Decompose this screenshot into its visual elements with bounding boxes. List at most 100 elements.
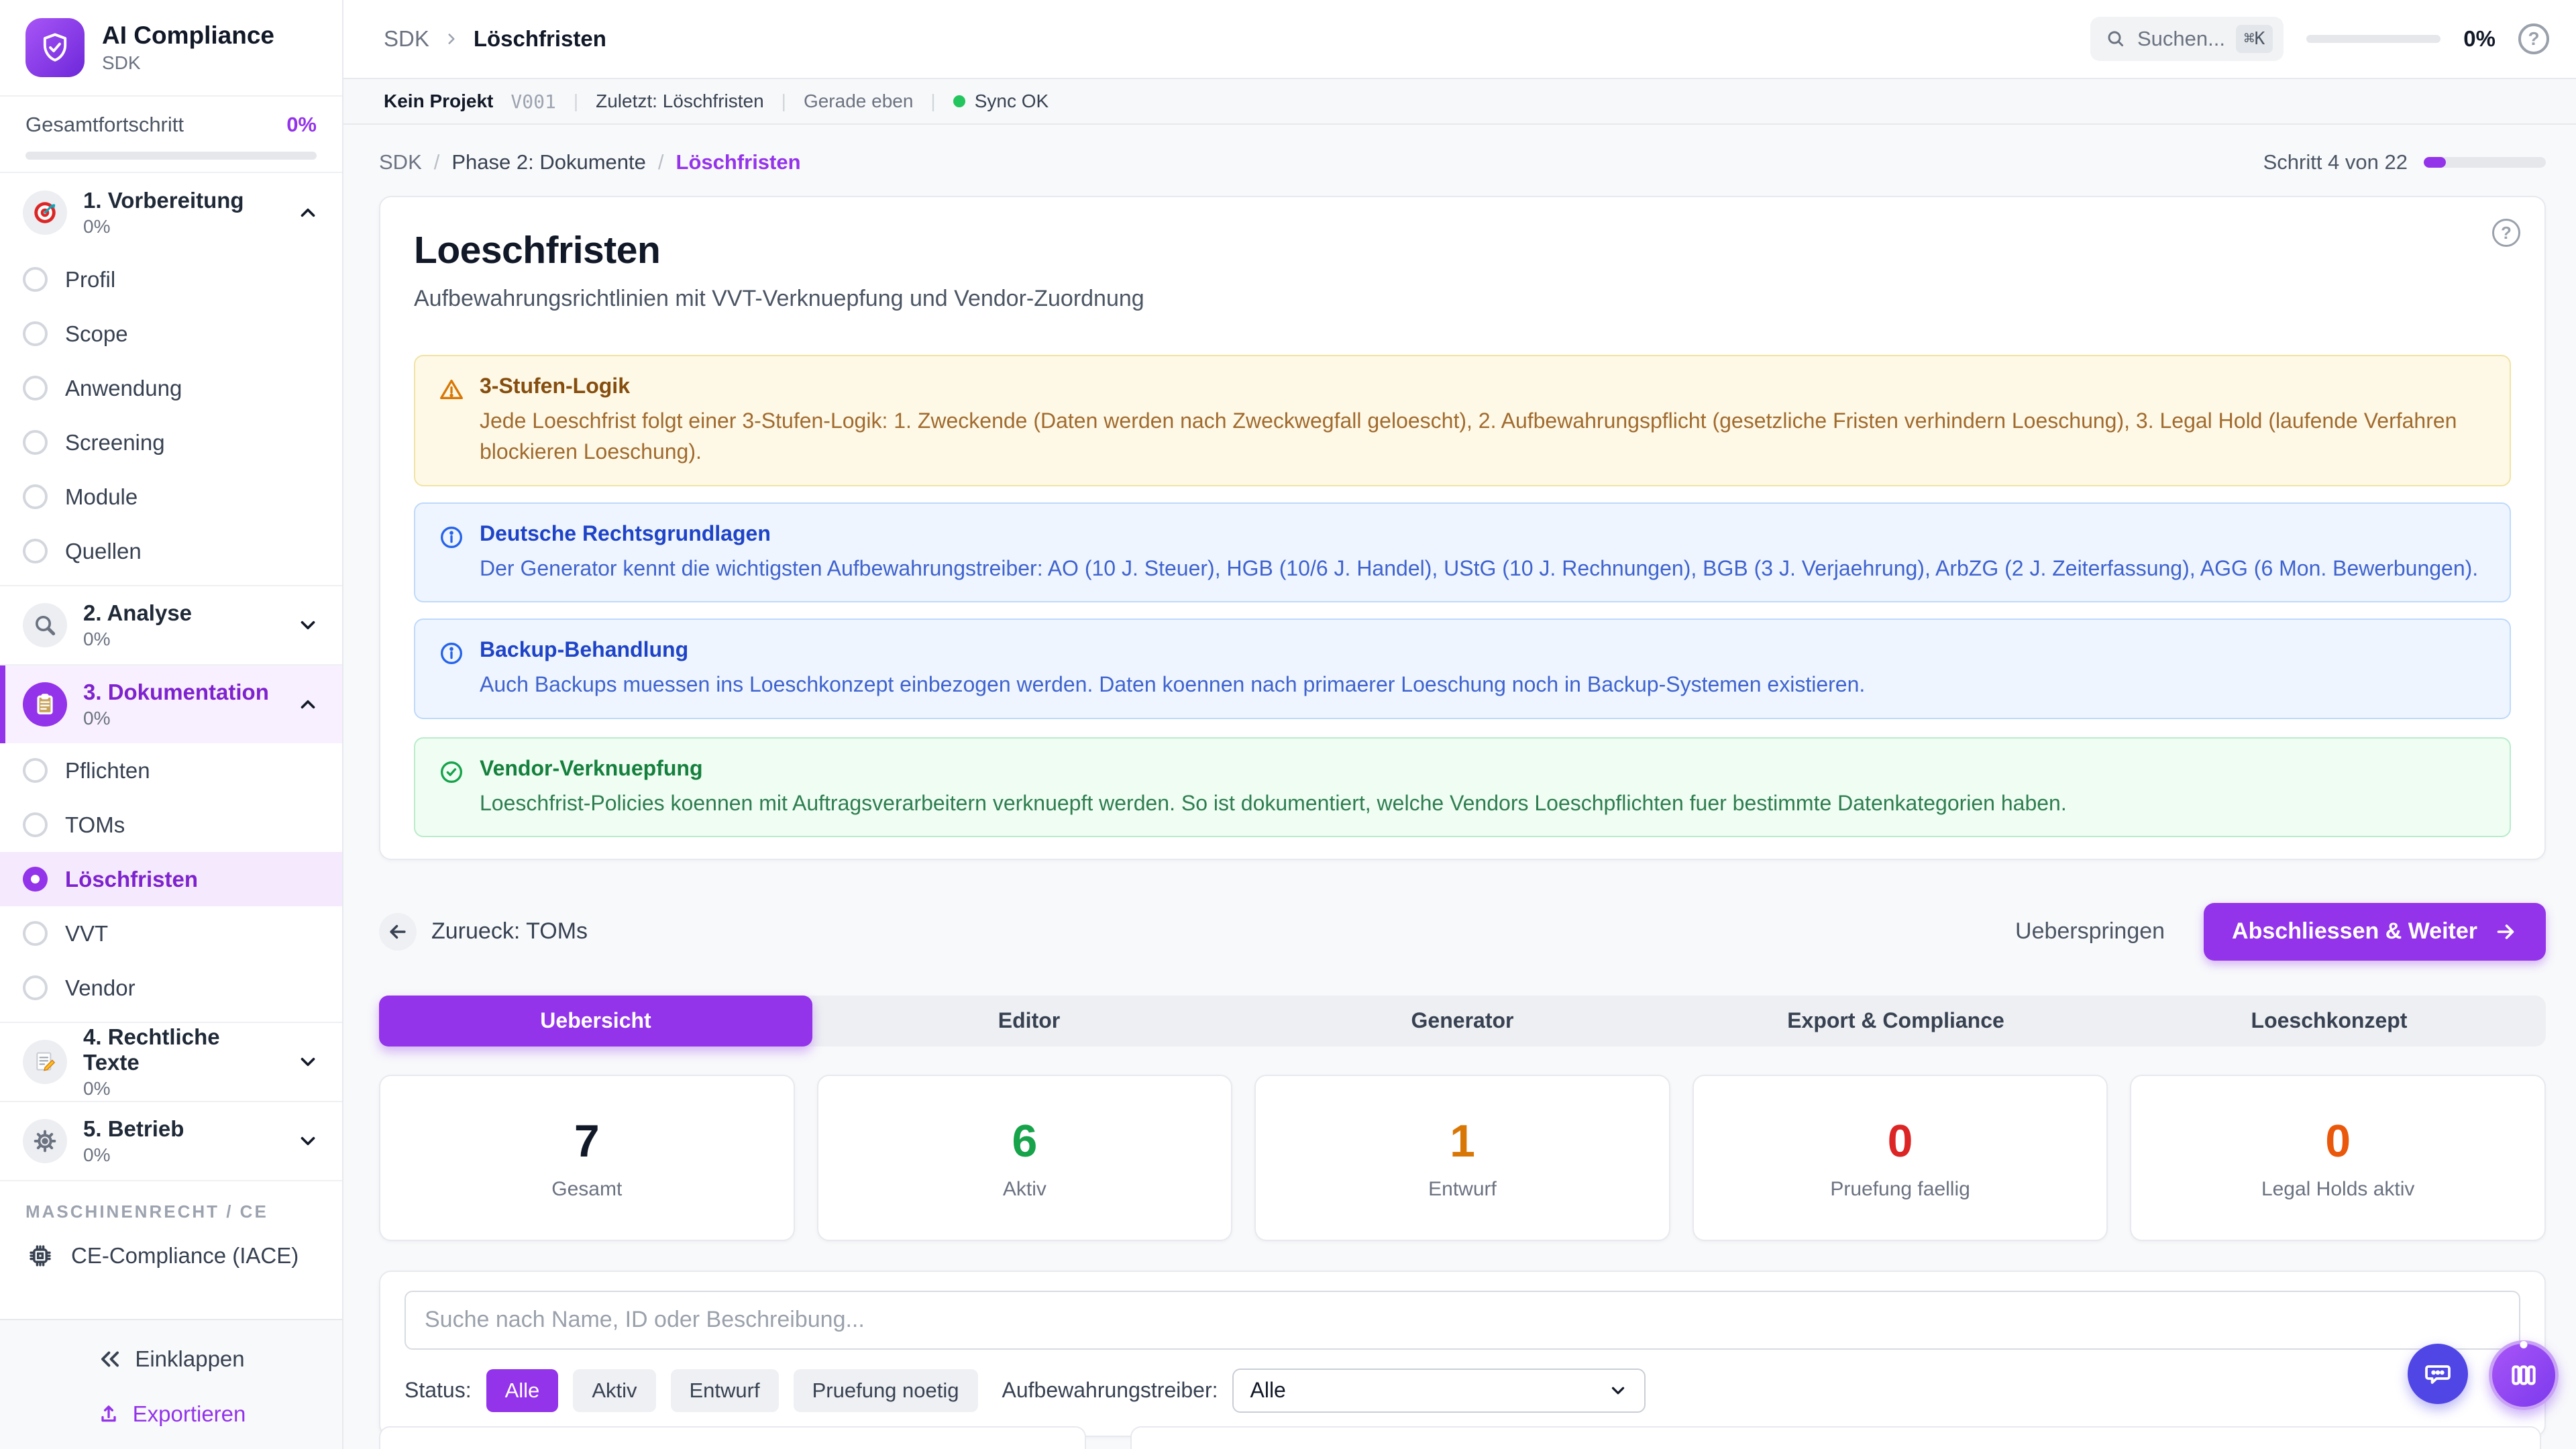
collapse-sidebar-button[interactable]: Einklappen [0, 1338, 342, 1381]
sidebar-item-ce-compliance[interactable]: CE-Compliance (IACE) [0, 1232, 342, 1287]
policy-search-input[interactable] [405, 1290, 2520, 1350]
sidebar-item-scope[interactable]: Scope [0, 307, 342, 361]
stat-value: 1 [1450, 1115, 1475, 1167]
stat-label: Legal Holds aktiv [2261, 1177, 2415, 1200]
status-filter-pruefung-noetig[interactable]: Pruefung noetig [793, 1368, 978, 1412]
page-title: Loeschfristen [414, 229, 661, 272]
card-help-icon[interactable]: ? [2492, 219, 2520, 247]
target-icon [23, 191, 67, 235]
status-filter-aktiv[interactable]: Aktiv [573, 1368, 656, 1412]
section-percent: 0% [83, 629, 111, 649]
chevron-up-icon [301, 700, 315, 709]
app-logo-row: AI Compliance SDK [0, 0, 342, 97]
step-circle-icon [23, 430, 48, 455]
tab-editor[interactable]: Editor [998, 1008, 1061, 1033]
status-filter-alle[interactable]: Alle [486, 1368, 559, 1412]
sidebar-item-anwendung[interactable]: Anwendung [0, 361, 342, 415]
chevron-down-icon [301, 1057, 315, 1067]
sidebar-section-analyse[interactable]: 2. Analyse 0% [0, 585, 342, 664]
select-chevron-icon [1612, 1387, 1625, 1395]
tab-loeschkonzept[interactable]: Loeschkonzept [2251, 1008, 2408, 1033]
sidebar-item-screening[interactable]: Screening [0, 415, 342, 470]
stat-card-entwurf: 1 Entwurf [1254, 1074, 1670, 1241]
breadcrumb-sdk[interactable]: SDK [379, 150, 422, 174]
step-circle-icon [23, 758, 48, 783]
callout-3-stufen-logik: 3-Stufen-Logik Jede Loeschfrist folgt ei… [414, 355, 2511, 486]
stat-card-pruefung-faellig: 0 Pruefung faellig [1692, 1074, 2108, 1241]
chat-assistant-button[interactable] [2408, 1344, 2468, 1404]
sidebar-item-vvt[interactable]: VVT [0, 906, 342, 961]
check-circle-icon [438, 759, 465, 818]
collapse-icon [101, 1351, 119, 1367]
callout-title: Vendor-Verknuepfung [480, 755, 703, 780]
step-circle-icon [23, 267, 48, 292]
tab-export-compliance[interactable]: Export & Compliance [1787, 1008, 2004, 1033]
driver-select[interactable]: Alle [1232, 1368, 1646, 1413]
topbar-progress-value: 0% [2463, 26, 2496, 51]
section-percent: 0% [83, 1078, 111, 1099]
topbar-progress-track [2306, 35, 2441, 43]
stat-label: Aktiv [1002, 1177, 1046, 1200]
skip-button[interactable]: Ueberspringen [2015, 918, 2165, 945]
tab-generator[interactable]: Generator [1411, 1008, 1514, 1033]
warning-triangle-icon [438, 376, 465, 468]
sidebar-section-rechtliche-texte[interactable]: 4. Rechtliche Texte 0% [0, 1022, 342, 1101]
global-search-input[interactable]: Suchen... ⌘K [2090, 17, 2284, 61]
export-button[interactable]: Exportieren [0, 1393, 342, 1436]
stat-label: Entwurf [1428, 1177, 1497, 1200]
topbar-breadcrumb: SDK Löschfristen [384, 26, 606, 52]
complete-next-button[interactable]: Abschliessen & Weiter [2204, 902, 2546, 961]
sidebar-item-profil[interactable]: Profil [0, 252, 342, 307]
sidebar-item-toms[interactable]: TOMs [0, 798, 342, 852]
info-circle-icon [438, 524, 465, 584]
callout-title: Deutsche Rechtsgrundlagen [480, 521, 771, 545]
sidebar-item-quellen[interactable]: Quellen [0, 524, 342, 578]
breadcrumb-phase[interactable]: Phase 2: Dokumente [451, 150, 646, 174]
step-intro-card: Loeschfristen Aufbewahrungsrichtlinien m… [379, 196, 2546, 860]
sidebar-section-vorbereitung[interactable]: 1. Vorbereitung 0% [0, 173, 342, 252]
callout-body: Loeschfrist-Policies koennen mit Auftrag… [480, 790, 2067, 815]
sidebar-item-vendor[interactable]: Vendor [0, 961, 342, 1015]
sidebar-item-pflichten[interactable]: Pflichten [0, 743, 342, 798]
wizard-nav-row: Zurueck: TOMs Ueberspringen Abschliessen… [379, 902, 2546, 961]
board-view-button[interactable] [2489, 1340, 2559, 1410]
chevron-down-icon [301, 1136, 315, 1146]
stats-row: 7 Gesamt 6 Aktiv 1 Entwurf 0 Pruefung fa… [379, 1074, 2546, 1241]
arrow-left-icon [379, 912, 417, 951]
section-title: 5. Betrieb [83, 1116, 184, 1141]
help-icon[interactable]: ? [2518, 23, 2549, 54]
policy-card-partial [379, 1426, 1086, 1449]
divider: | [781, 91, 786, 111]
sidebar-item-module[interactable]: Module [0, 470, 342, 524]
keyboard-shortcut-badge: ⌘K [2235, 25, 2273, 53]
status-filter-entwurf[interactable]: Entwurf [670, 1368, 779, 1412]
overall-progress-track [25, 152, 317, 160]
project-status: Kein Projekt [384, 91, 494, 111]
section-items-dokumentation: Pflichten TOMs Löschfristen VVT Vendor [0, 743, 342, 1022]
driver-filter-label: Aufbewahrungstreiber: [1002, 1378, 1218, 1403]
chevron-down-icon [301, 621, 315, 630]
sidebar-section-dokumentation[interactable]: 3. Dokumentation 0% [0, 664, 342, 743]
filter-card: Status: Alle Aktiv Entwurf Pruefung noet… [379, 1270, 2546, 1437]
step-progress: Schritt 4 von 22 [2263, 150, 2546, 174]
sync-ok-dot-icon [953, 95, 965, 107]
breadcrumb-root[interactable]: SDK [384, 26, 429, 51]
callout-backup-behandlung: Backup-Behandlung Auch Backups muessen i… [414, 619, 2511, 719]
status-filter-label: Status: [405, 1378, 472, 1403]
section-percent: 0% [83, 216, 111, 237]
tab-uebersicht[interactable]: Uebersicht [379, 995, 812, 1046]
stat-value: 0 [1887, 1115, 1913, 1167]
callout-body: Auch Backups muessen ins Loeschkonzept e… [480, 672, 1866, 697]
sidebar-item-loeschfristen[interactable]: Löschfristen [0, 852, 342, 906]
sync-status: Sync OK [953, 91, 1049, 112]
back-button[interactable]: Zurueck: TOMs [379, 912, 588, 951]
sidebar-section-betrieb[interactable]: 5. Betrieb 0% [0, 1101, 342, 1180]
chevron-right-icon [448, 34, 455, 44]
stat-value: 7 [574, 1115, 600, 1167]
step-circle-icon [23, 812, 48, 837]
magnifier-icon [23, 603, 67, 647]
chip-icon [30, 1245, 51, 1267]
kanban-columns-icon [2512, 1365, 2536, 1385]
stat-label: Pruefung faellig [1830, 1177, 1970, 1200]
section-items-vorbereitung: Profil Scope Anwendung Screening Module … [0, 252, 342, 585]
